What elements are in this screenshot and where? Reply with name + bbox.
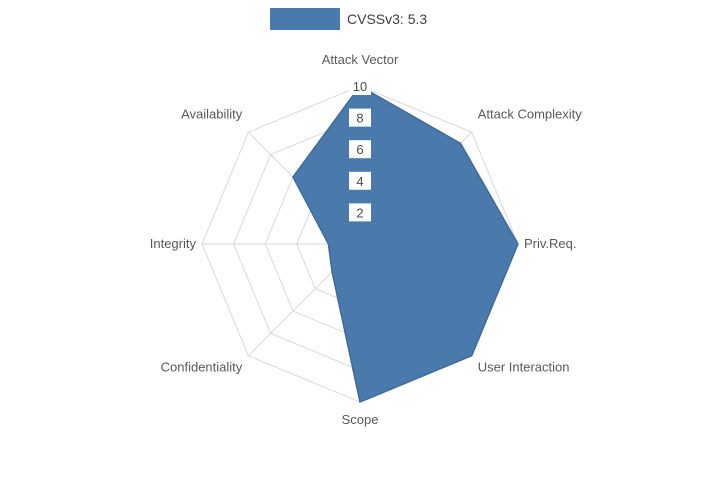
legend[interactable]: CVSSv3: 5.3 — [270, 8, 427, 30]
radial-tick-label: 2 — [356, 205, 363, 220]
category-label: Integrity — [150, 236, 197, 251]
category-label: Priv.Req. — [524, 236, 577, 251]
radar-series-polygon — [292, 85, 519, 404]
legend-swatch[interactable] — [270, 8, 340, 30]
category-label: Attack Complexity — [478, 106, 583, 121]
category-label: User Interaction — [478, 360, 570, 375]
legend-label[interactable]: CVSSv3: 5.3 — [347, 11, 428, 27]
category-label: Scope — [342, 412, 379, 427]
radial-tick-label: 4 — [356, 174, 363, 189]
radial-tick-label: 6 — [356, 142, 363, 157]
tick-label-bg — [349, 77, 371, 95]
tick-label-bg — [349, 203, 371, 222]
radial-tick-label: 10 — [353, 79, 367, 94]
category-label: Availability — [181, 106, 243, 121]
category-label: Confidentiality — [161, 360, 243, 375]
category-label: Attack Vector — [322, 52, 399, 67]
tick-label-bg — [349, 140, 371, 159]
radial-tick-label: 8 — [356, 111, 363, 126]
tick-label-bg — [349, 171, 371, 190]
tick-label-bg — [349, 108, 371, 127]
